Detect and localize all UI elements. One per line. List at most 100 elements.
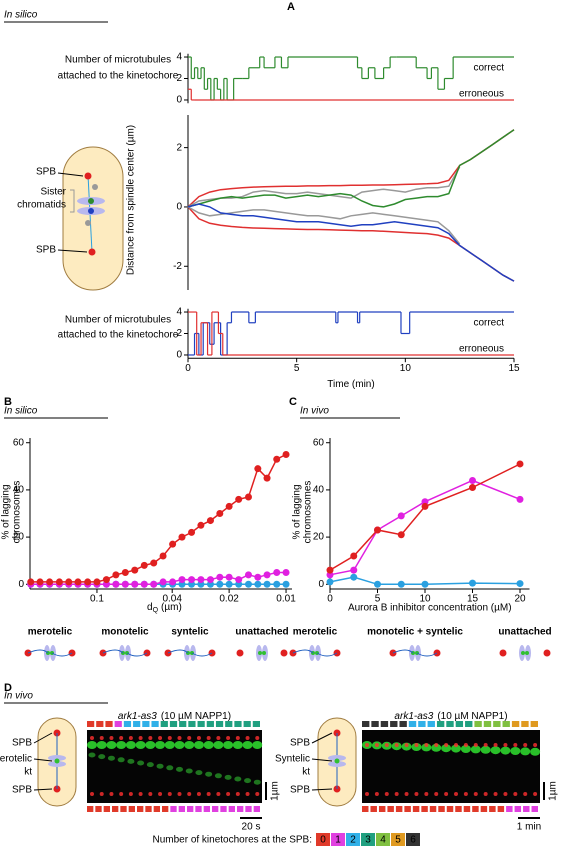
spb-signal [255, 736, 260, 740]
y-axis-label: Number of microtubules [65, 55, 171, 66]
spb [236, 649, 244, 657]
legend-glyph [289, 645, 341, 661]
kt-signal [117, 757, 125, 763]
series-line [30, 571, 286, 586]
count-square [521, 721, 529, 727]
spb-signal [235, 736, 240, 740]
kt-signal [224, 774, 232, 780]
marker [216, 510, 224, 517]
spb-signal [404, 743, 409, 747]
marker [263, 474, 271, 482]
marker [206, 517, 214, 525]
kt-signal [116, 741, 127, 749]
y-tick-label: 4 [176, 52, 182, 63]
spb-signal [177, 736, 182, 740]
key-value: 1 [335, 835, 341, 846]
count-square [531, 806, 538, 812]
kt [258, 651, 262, 655]
title-gene: ark1-as3 [118, 711, 157, 722]
count-square [87, 806, 94, 812]
x-tick-label: 0 [327, 594, 333, 605]
count-square [245, 806, 252, 812]
spb [84, 172, 92, 180]
spb-signal [187, 792, 192, 796]
marker [178, 533, 186, 541]
spb-signal [226, 792, 231, 796]
spb-label: SPB [36, 167, 56, 178]
count-square [530, 721, 538, 727]
key-value: 2 [350, 835, 356, 846]
count-square [387, 806, 394, 812]
y-tick-label: 2 [176, 328, 182, 339]
kt-signal [480, 745, 491, 754]
x-tick-label: 0 [185, 363, 191, 374]
marker [150, 559, 158, 567]
kt-signal [213, 741, 224, 749]
x-axis-label: Time (min) [327, 379, 374, 390]
count-square [489, 806, 496, 812]
legend-glyph [24, 645, 76, 661]
y-tick-label: 0 [176, 202, 182, 213]
count-square [371, 721, 379, 727]
marker [397, 580, 405, 588]
spb-signal [394, 743, 399, 747]
kt [334, 758, 340, 764]
spb-signal [138, 736, 143, 740]
y-axis-label: % of lagging [1, 484, 12, 539]
count-square [243, 721, 251, 727]
spb-signal [523, 743, 528, 747]
cell-label: Syntelic [275, 754, 310, 765]
panel-label: A [287, 1, 295, 13]
kt-signal [164, 741, 175, 749]
marker [225, 573, 233, 581]
sister-label: chromatids [17, 200, 66, 211]
cell-label: kt [302, 767, 310, 778]
arrow [311, 758, 333, 762]
y-tick-label: 40 [313, 485, 325, 496]
count-square [362, 806, 369, 812]
count-square [120, 806, 127, 812]
marker [65, 578, 73, 586]
spb-signal [365, 743, 369, 747]
count-square [455, 721, 464, 727]
series-line [187, 206, 461, 245]
count-square [220, 806, 227, 812]
spb-signal [424, 792, 429, 796]
title-condition: (10 µM NAPP1) [437, 711, 507, 722]
mt [392, 649, 438, 657]
spb-signal [463, 743, 468, 747]
kt-signal [203, 741, 214, 749]
count-square [153, 806, 160, 812]
marker [263, 580, 271, 588]
spb [280, 649, 288, 657]
y-tick-label: 2 [176, 73, 182, 84]
marker [197, 521, 205, 529]
kt-signal [127, 758, 135, 764]
spb-signal [90, 792, 94, 796]
spb-signal [245, 736, 250, 740]
spb-signal [148, 736, 153, 740]
count-square [188, 721, 196, 727]
spb-signal [414, 792, 419, 796]
marker [273, 580, 281, 588]
marker [121, 580, 129, 588]
spb-signal [444, 743, 449, 747]
spb-signal [444, 792, 449, 796]
kt-signal [530, 747, 541, 756]
spb [499, 649, 507, 657]
arrow [33, 758, 53, 762]
count-square [114, 721, 122, 727]
legend-glyph [99, 645, 151, 661]
x-tick-label: 10 [400, 363, 412, 374]
kt-signal [431, 743, 442, 752]
marker [131, 580, 139, 588]
y-axis-label: chromosomes [303, 481, 314, 544]
kt-signal [195, 770, 203, 776]
kt-signal [490, 746, 501, 755]
cell-label: Merotelic [0, 754, 32, 765]
marker [159, 552, 167, 560]
kt-signal [98, 754, 106, 760]
spb-label: SPB [36, 245, 56, 256]
count-square [151, 721, 159, 727]
spb-signal [374, 792, 379, 796]
